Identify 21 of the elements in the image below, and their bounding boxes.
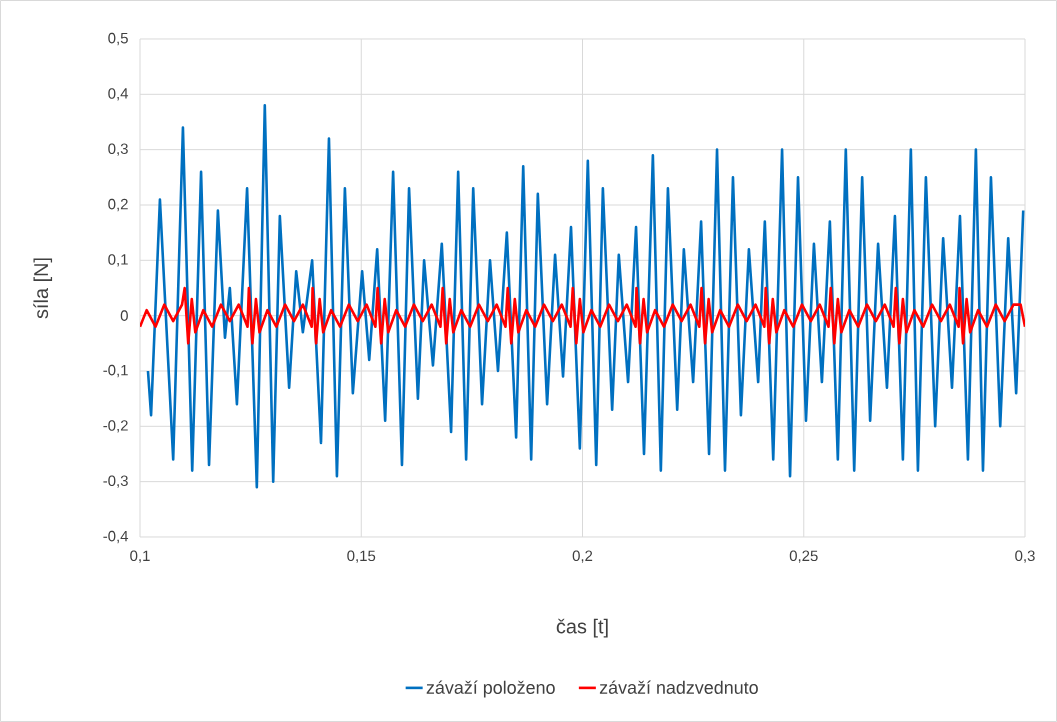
y-tick-label: -0,4 (103, 530, 129, 544)
y-tick-label: -0,3 (103, 475, 128, 488)
y-tick-label: 0,2 (108, 198, 128, 212)
y-tick-label: 0 (120, 310, 128, 321)
line-series (140, 286, 1026, 345)
legend-label: závaží položeno (426, 680, 555, 698)
x-tick-label: 0,2 (572, 550, 593, 563)
y-tick-label: -0,2 (103, 420, 128, 433)
y-tick-label: 0,5 (108, 32, 128, 46)
x-tick-label: 0,25 (789, 550, 818, 563)
y-tick-label: 0,4 (108, 88, 129, 101)
y-axis-title: síla [N] (33, 258, 53, 319)
x-tick-label: 0,1 (130, 550, 150, 563)
y-tick-label: 0,1 (108, 254, 128, 267)
x-axis-title: čas [t] (556, 618, 608, 638)
legend-label: závaží nadzvednuto (599, 680, 758, 694)
y-tick-label: 0,3 (108, 143, 128, 156)
x-tick-label: 0,3 (1015, 550, 1035, 563)
x-tick-label: 0,15 (347, 550, 376, 563)
line-series (146, 104, 1025, 489)
y-tick-label: -0,1 (103, 364, 128, 378)
